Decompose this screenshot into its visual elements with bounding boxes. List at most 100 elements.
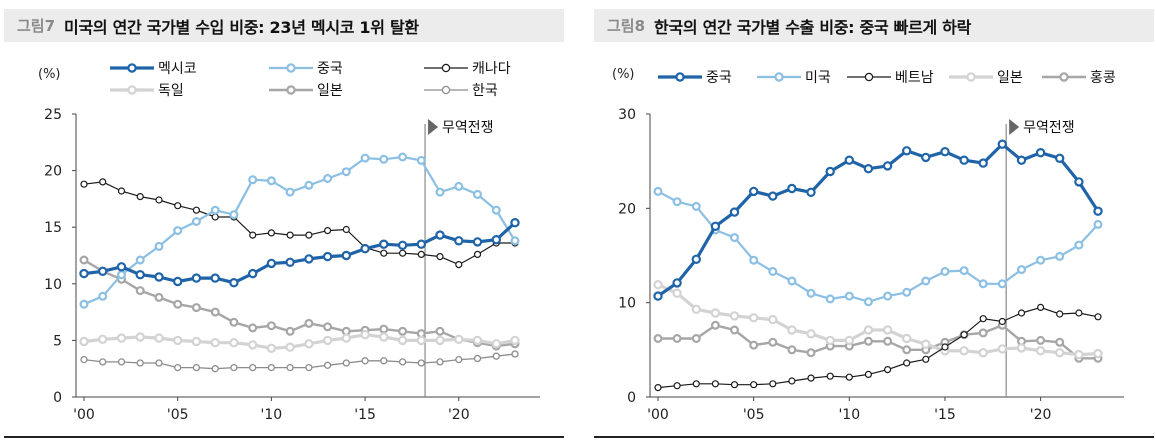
data-point-중국 bbox=[729, 207, 740, 217]
data-point-일본 bbox=[135, 286, 145, 296]
data-point-캐나다 bbox=[380, 249, 388, 257]
data-point-중국 bbox=[1016, 155, 1027, 165]
data-point-한국 bbox=[323, 361, 332, 369]
x-tick-label: '15 bbox=[934, 407, 956, 423]
data-point-독일 bbox=[360, 330, 370, 340]
data-point-홍콩 bbox=[710, 320, 720, 330]
data-point-홍콩 bbox=[672, 334, 682, 344]
data-point-중국 bbox=[173, 226, 183, 236]
data-point-베트남 bbox=[711, 380, 720, 388]
data-point-일본 bbox=[435, 326, 445, 336]
data-point-중국 bbox=[398, 152, 408, 162]
data-point-일본 bbox=[210, 307, 220, 317]
data-point-캐나다 bbox=[267, 229, 275, 237]
data-point-일본 bbox=[1093, 348, 1103, 359]
data-point-멕시코 bbox=[285, 257, 295, 267]
legend-marker-중국 bbox=[286, 63, 296, 73]
data-point-한국 bbox=[80, 355, 88, 364]
legend-label-일본: 일본 bbox=[317, 83, 343, 99]
data-point-캐나다 bbox=[286, 231, 294, 239]
data-point-홍콩 bbox=[902, 345, 912, 355]
data-point-베트남 bbox=[903, 359, 911, 367]
data-point-홍콩 bbox=[978, 328, 988, 338]
data-point-중국 bbox=[997, 139, 1007, 149]
data-point-미국 bbox=[1074, 240, 1084, 250]
data-point-캐나다 bbox=[174, 202, 182, 210]
data-point-한국 bbox=[511, 350, 519, 358]
data-point-한국 bbox=[136, 359, 144, 367]
series-line-일본 bbox=[657, 283, 1099, 357]
data-point-중국 bbox=[691, 254, 702, 264]
bottom-divider bbox=[4, 436, 564, 438]
data-point-한국 bbox=[155, 359, 163, 367]
data-point-베트남 bbox=[979, 315, 987, 323]
data-point-캐나다 bbox=[249, 231, 257, 239]
data-point-멕시코 bbox=[116, 262, 127, 272]
data-point-중국 bbox=[921, 152, 931, 163]
data-point-중국 bbox=[491, 205, 501, 215]
series-line-베트남 bbox=[657, 306, 1099, 389]
series-line-한국 bbox=[83, 353, 516, 370]
legend-marker-멕시코 bbox=[127, 63, 137, 73]
data-point-미국 bbox=[959, 266, 969, 276]
data-point-독일 bbox=[285, 342, 295, 352]
legend-label-멕시코: 멕시코 bbox=[158, 61, 197, 77]
data-point-독일 bbox=[135, 332, 145, 342]
data-point-중국 bbox=[304, 180, 314, 190]
data-point-캐나다 bbox=[155, 196, 163, 204]
x-tick-label: '10 bbox=[261, 407, 283, 423]
data-point-일본 bbox=[285, 326, 295, 336]
legend-label-일본: 일본 bbox=[997, 70, 1023, 86]
data-point-베트남 bbox=[807, 374, 815, 382]
data-point-중국 bbox=[210, 205, 220, 215]
data-point-멕시코 bbox=[135, 270, 145, 280]
data-point-중국 bbox=[710, 221, 721, 231]
annotation-arrow-icon bbox=[1009, 119, 1020, 135]
x-tick-label: '20 bbox=[1030, 407, 1052, 423]
data-point-미국 bbox=[1017, 265, 1027, 275]
data-point-한국 bbox=[342, 359, 350, 367]
chart-panel-korea-exports: 그림8 한국의 연간 국가별 수출 비중: 중국 빠르게 하락 0 10 20 30 (… bbox=[594, 0, 1154, 441]
data-point-한국 bbox=[455, 355, 463, 364]
legend-marker-미국 bbox=[774, 72, 784, 82]
data-point-중국 bbox=[825, 166, 835, 177]
legend-marker-베트남 bbox=[864, 72, 874, 82]
x-tick-label: '15 bbox=[354, 407, 376, 423]
data-point-베트남 bbox=[673, 382, 681, 390]
data-point-베트남 bbox=[1094, 313, 1102, 321]
data-point-멕시코 bbox=[247, 268, 258, 279]
data-point-멕시코 bbox=[79, 268, 89, 279]
data-point-독일 bbox=[416, 335, 426, 346]
data-point-일본 bbox=[959, 346, 969, 356]
series-line-미국 bbox=[657, 190, 1099, 303]
data-point-베트남 bbox=[864, 370, 872, 378]
data-point-중국 bbox=[454, 181, 464, 191]
y-axis-unit-label: (%) bbox=[38, 67, 61, 82]
data-point-미국 bbox=[883, 291, 893, 301]
korea-export-share-chart: 0 10 20 30 (%) '00 '05 '10 '15 '20 무역전쟁 중국 미국 베트남 일본 홍콩 bbox=[612, 67, 1124, 423]
data-point-독일 bbox=[247, 340, 258, 350]
data-point-멕시코 bbox=[210, 273, 220, 283]
data-point-홍콩 bbox=[691, 334, 701, 344]
x-tick-label: '10 bbox=[838, 407, 860, 423]
data-point-중국 bbox=[902, 146, 912, 156]
data-point-일본 bbox=[863, 325, 874, 335]
data-point-캐나다 bbox=[305, 231, 313, 239]
data-point-미국 bbox=[940, 267, 950, 277]
data-point-독일 bbox=[454, 334, 464, 344]
data-point-한국 bbox=[473, 354, 482, 363]
data-point-미국 bbox=[978, 279, 988, 289]
figure-title-bar: 그림7 미국의 연간 국가별 수입 비중: 23년 멕시코 1위 탈환 bbox=[4, 9, 564, 42]
data-point-중국 bbox=[248, 175, 258, 185]
data-point-베트남 bbox=[922, 355, 930, 363]
data-point-미국 bbox=[1093, 219, 1103, 229]
data-point-미국 bbox=[691, 201, 701, 211]
data-point-중국 bbox=[229, 210, 239, 220]
legend-marker-일본 bbox=[286, 85, 296, 95]
y-tick-label: 15 bbox=[44, 220, 62, 236]
data-point-독일 bbox=[510, 335, 520, 346]
data-point-일본 bbox=[398, 326, 408, 336]
x-tick-label: '20 bbox=[448, 407, 470, 423]
data-point-멕시코 bbox=[379, 239, 389, 249]
data-point-한국 bbox=[267, 363, 276, 372]
